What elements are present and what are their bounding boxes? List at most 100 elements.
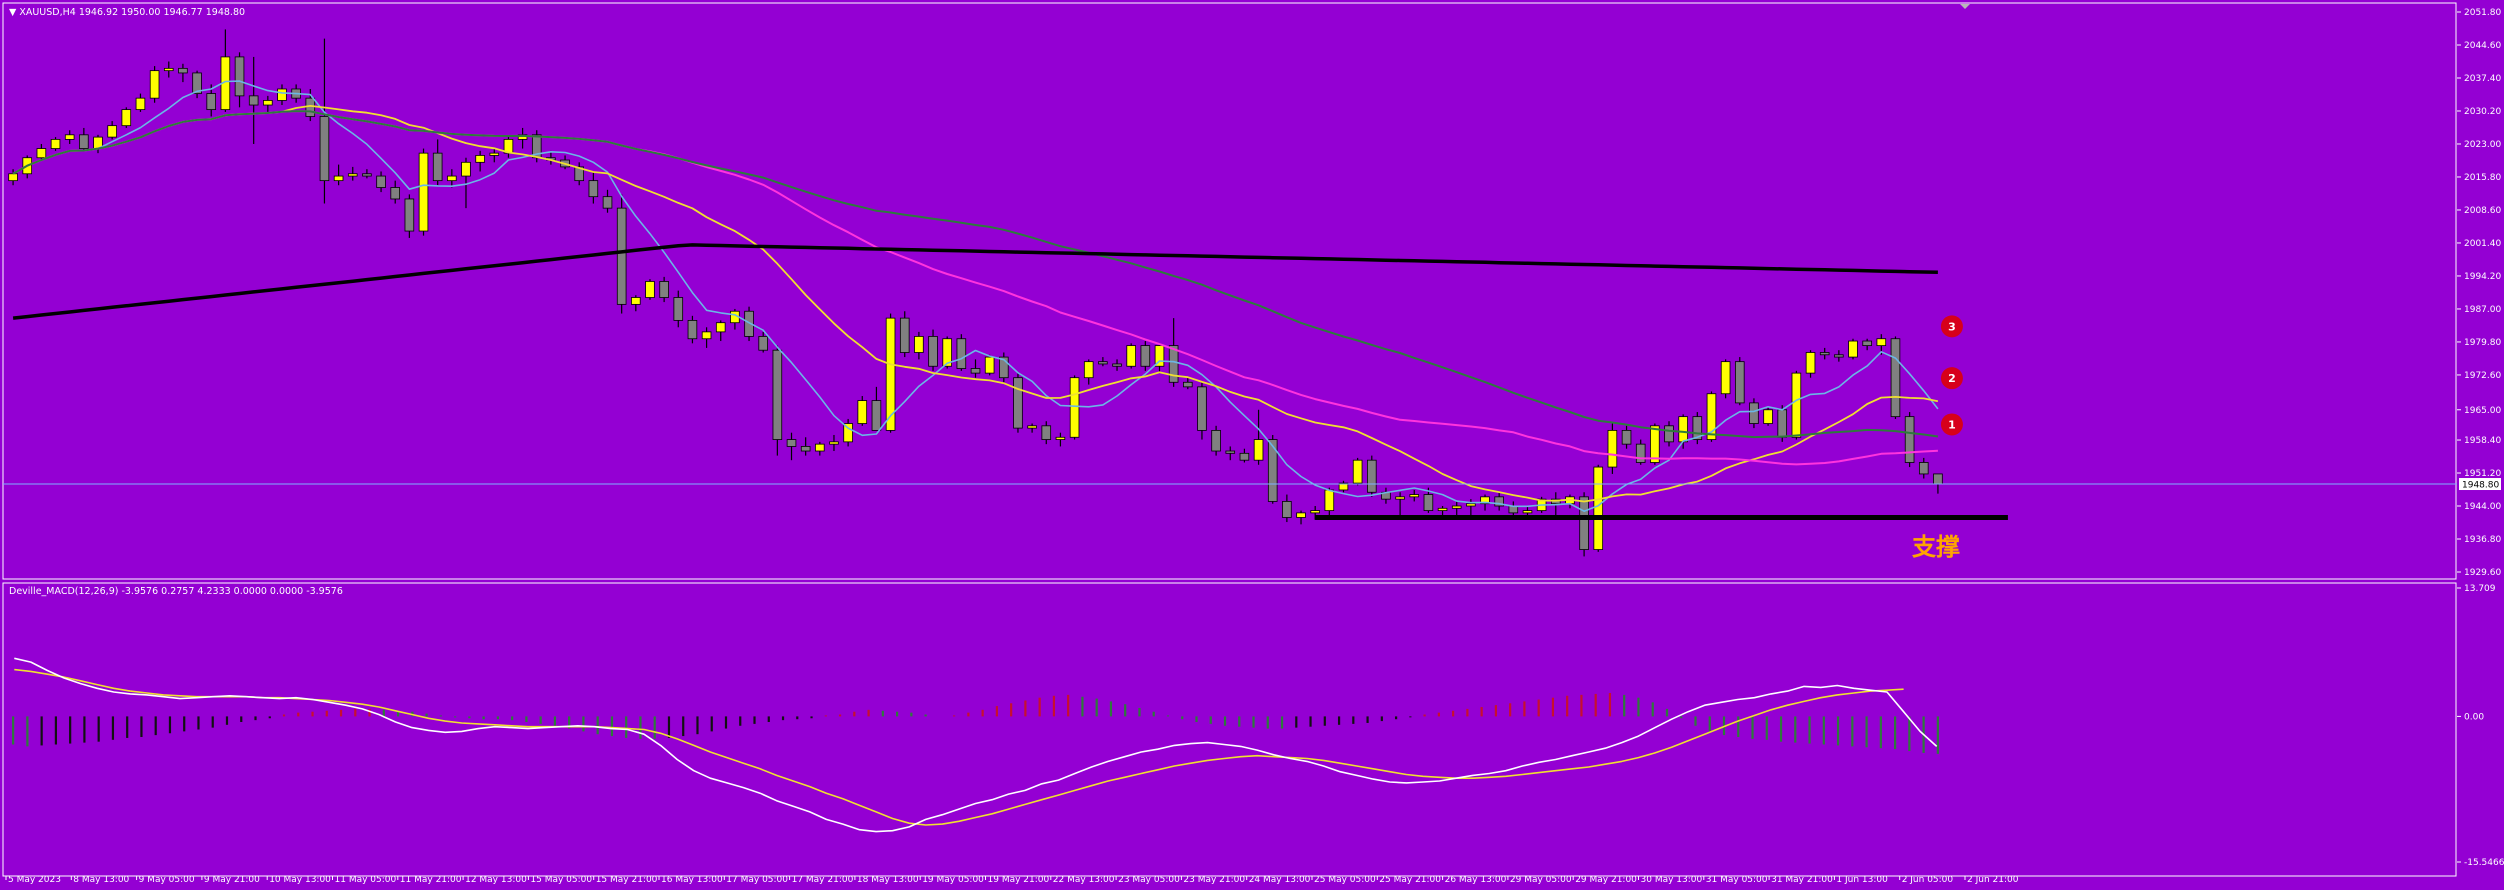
candle-body [121, 109, 132, 127]
price-tag [2459, 478, 2501, 491]
candle-body [432, 152, 443, 182]
time-tick-label: 18 May 13:00 [857, 875, 919, 885]
time-tick-label: 9 May 21:00 [204, 875, 260, 885]
candle-body [1267, 439, 1278, 502]
time-tick-label: 17 May 21:00 [792, 875, 854, 885]
marker-2[interactable] [1940, 367, 1963, 390]
marker-3[interactable] [1940, 315, 1963, 338]
candle-body [956, 338, 967, 369]
marker-1[interactable] [1940, 413, 1963, 436]
price-tick-label: 1951.20 [2464, 469, 2501, 479]
candle-body [1918, 462, 1929, 475]
candle-body [1579, 496, 1589, 550]
candle-body [347, 173, 358, 177]
candle-body [1112, 363, 1122, 367]
candle-body [1749, 402, 1759, 424]
candle-body [1664, 425, 1674, 443]
candle-body [1282, 501, 1292, 518]
candle-body [1140, 345, 1151, 367]
candle-body [843, 423, 853, 443]
chart-shift-marker[interactable] [1960, 4, 1970, 9]
candle-body [1480, 496, 1490, 505]
candle-body [163, 67, 174, 72]
candle-body [1296, 512, 1306, 518]
time-tick-label: 1 Jun 13:00 [1836, 875, 1888, 885]
candle-body [1777, 409, 1788, 438]
candle-body [1451, 505, 1462, 509]
time-tick-label: 11 May 05:00 [335, 875, 397, 885]
candle-body [263, 100, 273, 106]
candle-body [1635, 443, 1646, 463]
candle-body [1805, 352, 1816, 374]
candle-body [1706, 393, 1717, 440]
chart-symbol: XAUUSD,H4 [19, 7, 75, 18]
candle-body [475, 155, 485, 163]
time-tick-label: 30 May 13:00 [1641, 875, 1703, 885]
time-tick-label: 19 May 05:00 [922, 875, 984, 885]
candle-body [829, 441, 839, 445]
candle-body [390, 187, 401, 200]
candle-body [404, 198, 415, 232]
candle-body [135, 97, 146, 111]
candle-body [248, 95, 259, 106]
candle-body [1310, 510, 1320, 514]
chart-header-arrow[interactable]: ▼ [9, 7, 19, 18]
ma-fast-line [12, 80, 1939, 513]
candle-body [885, 317, 896, 431]
candle-body [914, 336, 924, 353]
time-tick-label: 17 May 05:00 [726, 875, 788, 885]
candle-body [1494, 496, 1504, 507]
candle-body [1876, 338, 1887, 347]
candle-body [1211, 429, 1221, 452]
candle-body [1933, 473, 1943, 485]
marker-label: 3 [1948, 320, 1956, 333]
time-tick-label: 5 May 2023 [8, 875, 61, 885]
candle-body [1819, 352, 1830, 356]
macd-signal-line [14, 668, 1904, 826]
price-tick-label: 1972.60 [2464, 371, 2501, 381]
marker-label: 2 [1948, 372, 1956, 385]
candle-body [1834, 354, 1844, 358]
candle-body [79, 134, 89, 149]
candle-body [149, 70, 160, 99]
candle-body [447, 175, 457, 182]
price-tick-label: 1958.40 [2464, 436, 2501, 446]
price-tick-label: 2008.60 [2464, 206, 2501, 216]
ma-mid-line [12, 105, 1939, 503]
time-tick-label: 29 May 21:00 [1575, 875, 1637, 885]
candle-body [64, 134, 75, 140]
candle-body [984, 356, 995, 374]
price-tick-label: 2030.20 [2464, 107, 2501, 117]
time-tick-label: 19 May 21:00 [988, 875, 1050, 885]
candle-body [277, 88, 287, 101]
candle-body [970, 368, 981, 374]
candle-body [1409, 494, 1420, 498]
price-tick-label: 1936.80 [2464, 535, 2501, 545]
candle-body [857, 400, 868, 424]
macd-tick-label: -15.5466 [2464, 858, 2504, 868]
candle-body [1168, 345, 1179, 383]
time-tick-label: 9 May 05:00 [139, 875, 195, 885]
time-tick-label: 23 May 05:00 [1118, 875, 1180, 885]
candle-body [206, 93, 217, 111]
candle-body [1593, 466, 1604, 550]
macd-pane [12, 657, 1939, 833]
candle-body [815, 443, 825, 452]
candle-body [305, 97, 316, 117]
time-tick-label: 29 May 05:00 [1510, 875, 1572, 885]
candle-body [800, 446, 811, 452]
candle-body [192, 72, 202, 94]
time-tick-label: 25 May 05:00 [1314, 875, 1376, 885]
candle-body [1522, 510, 1533, 514]
time-tick-label: 2 Jun 05:00 [1902, 875, 1954, 885]
candle-body [1734, 361, 1745, 404]
candle-body [659, 281, 669, 298]
indicator-header: Deville_MACD(12,26,9) -3.9576 0.2757 4.2… [9, 586, 343, 597]
price-tick-label: 2044.60 [2464, 41, 2501, 51]
candle-body [701, 331, 712, 340]
time-tick-label: 25 May 21:00 [1379, 875, 1441, 885]
macd-tick-label: 13.709 [2464, 584, 2496, 594]
time-tick-label: 26 May 13:00 [1445, 875, 1507, 885]
candle-body [928, 336, 938, 367]
